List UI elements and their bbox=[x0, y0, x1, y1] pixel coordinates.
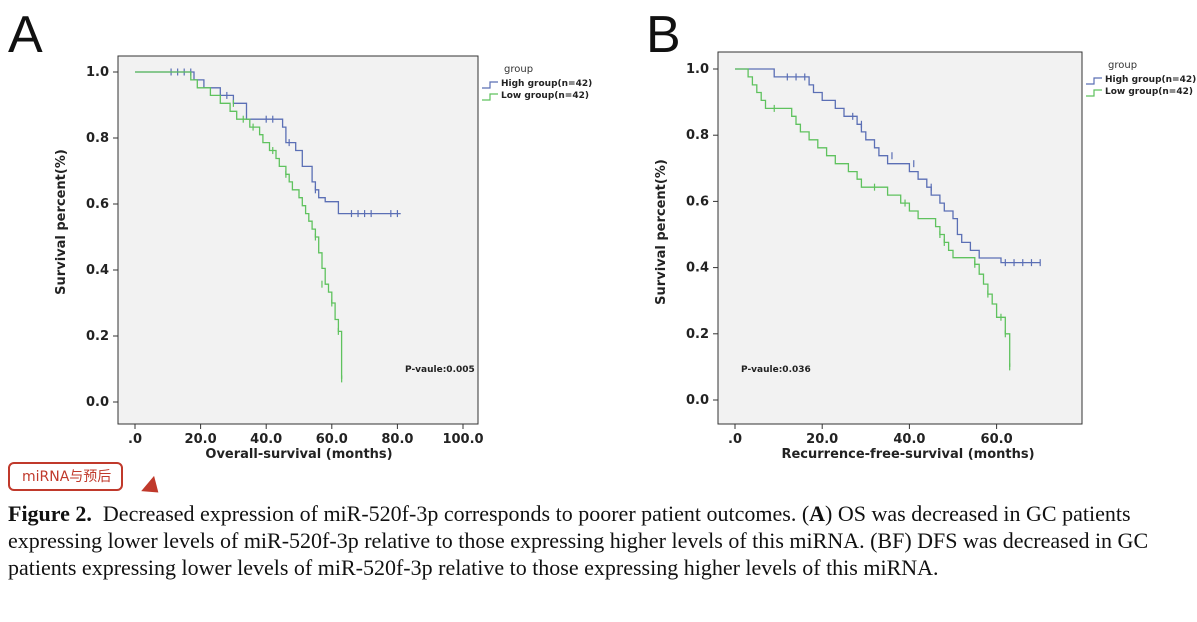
legend-swatch bbox=[1086, 77, 1102, 85]
legend-title: group bbox=[1108, 60, 1137, 71]
y-tick-label: 0.4 bbox=[86, 263, 109, 278]
legend-title: group bbox=[504, 64, 533, 75]
y-tick-label: 1.0 bbox=[86, 65, 109, 80]
topic-tag-label: miRNA与预后 bbox=[22, 469, 112, 485]
x-tick-label: 100.0 bbox=[442, 432, 483, 447]
series-low-group bbox=[135, 71, 343, 383]
caption-panel-ref: A bbox=[809, 501, 826, 526]
survival-curve bbox=[135, 71, 401, 215]
legend-swatch bbox=[1086, 89, 1102, 97]
y-tick-label: 0.8 bbox=[86, 131, 109, 146]
plot-frame bbox=[117, 55, 479, 425]
y-tick-label: 1.0 bbox=[686, 62, 709, 77]
legend: group High group(n=42) Low group(n=42) bbox=[1086, 60, 1196, 97]
x-axis-title: Overall-survival (months) bbox=[205, 447, 392, 462]
y-tick-label: 0.6 bbox=[86, 197, 109, 212]
survival-curve bbox=[735, 68, 1011, 367]
x-axis-title: Recurrence-free-survival (months) bbox=[781, 447, 1034, 462]
x-tick-label: 60.0 bbox=[981, 432, 1013, 447]
survival-curve bbox=[735, 68, 1041, 264]
p-value-annotation: P-vaule:0.036 bbox=[741, 365, 811, 375]
survival-curve bbox=[135, 71, 343, 379]
legend-entry: High group(n=42) bbox=[501, 79, 592, 89]
panel-b: B 0.0 0.2 0.4 0.6 0.8 1.0 .0 20.0 40.0 60.0Recurre… bbox=[646, 6, 1196, 462]
caption-text-2: ) OS was decreased in GC patients expres… bbox=[8, 501, 1149, 580]
legend-entry: Low group(n=42) bbox=[1105, 87, 1193, 97]
caption-figure-label: Figure 2. bbox=[8, 501, 92, 526]
y-tick-label: 0.8 bbox=[686, 128, 709, 143]
p-value-annotation: P-vaule:0.005 bbox=[405, 365, 475, 375]
x-tick-label: 60.0 bbox=[316, 432, 348, 447]
series-high-group bbox=[135, 68, 401, 218]
x-tick-label: 80.0 bbox=[381, 432, 413, 447]
x-tick-label: 20.0 bbox=[806, 432, 838, 447]
y-axis-title: Survival percent(%) bbox=[654, 159, 669, 305]
series-low-group bbox=[735, 68, 1011, 371]
x-tick-label: .0 bbox=[128, 432, 142, 447]
y-tick-label: 0.2 bbox=[686, 327, 709, 342]
x-tick-label: 40.0 bbox=[250, 432, 282, 447]
series-high-group bbox=[735, 68, 1041, 267]
panel-letter: B bbox=[646, 6, 681, 64]
caption-text-1: Decreased expression of miR-520f-3p corr… bbox=[102, 501, 810, 526]
figure-caption: Figure 2. Decreased expression of miR-52… bbox=[8, 500, 1193, 581]
y-tick-label: 0.0 bbox=[686, 393, 709, 408]
y-tick-label: 0.6 bbox=[686, 194, 709, 209]
plot-frame bbox=[717, 51, 1083, 425]
legend: group High group(n=42) Low group(n=42) bbox=[482, 64, 592, 101]
y-tick-label: 0.0 bbox=[86, 395, 109, 410]
x-tick-label: 20.0 bbox=[185, 432, 217, 447]
y-tick-label: 0.2 bbox=[86, 329, 109, 344]
figure-canvas: A 0.0 0.2 0.4 0.6 0.8 1.0 .0 20.0 40.0 60.0 80.0 100… bbox=[8, 6, 1196, 462]
panel-a: A 0.0 0.2 0.4 0.6 0.8 1.0 .0 20.0 40.0 60.0 80.0 100… bbox=[8, 6, 592, 462]
topic-tag: miRNA与预后 bbox=[8, 462, 124, 491]
x-tick-label: 40.0 bbox=[893, 432, 925, 447]
y-axis-title: Survival percent(%) bbox=[54, 149, 69, 295]
legend-entry: Low group(n=42) bbox=[501, 91, 589, 101]
y-tick-label: 0.4 bbox=[686, 261, 709, 276]
topic-tag-pointer bbox=[141, 475, 165, 501]
legend-entry: High group(n=42) bbox=[1105, 75, 1196, 85]
legend-swatch bbox=[482, 81, 498, 89]
panel-letter: A bbox=[8, 6, 43, 64]
x-tick-label: .0 bbox=[728, 432, 742, 447]
legend-swatch bbox=[482, 93, 498, 101]
